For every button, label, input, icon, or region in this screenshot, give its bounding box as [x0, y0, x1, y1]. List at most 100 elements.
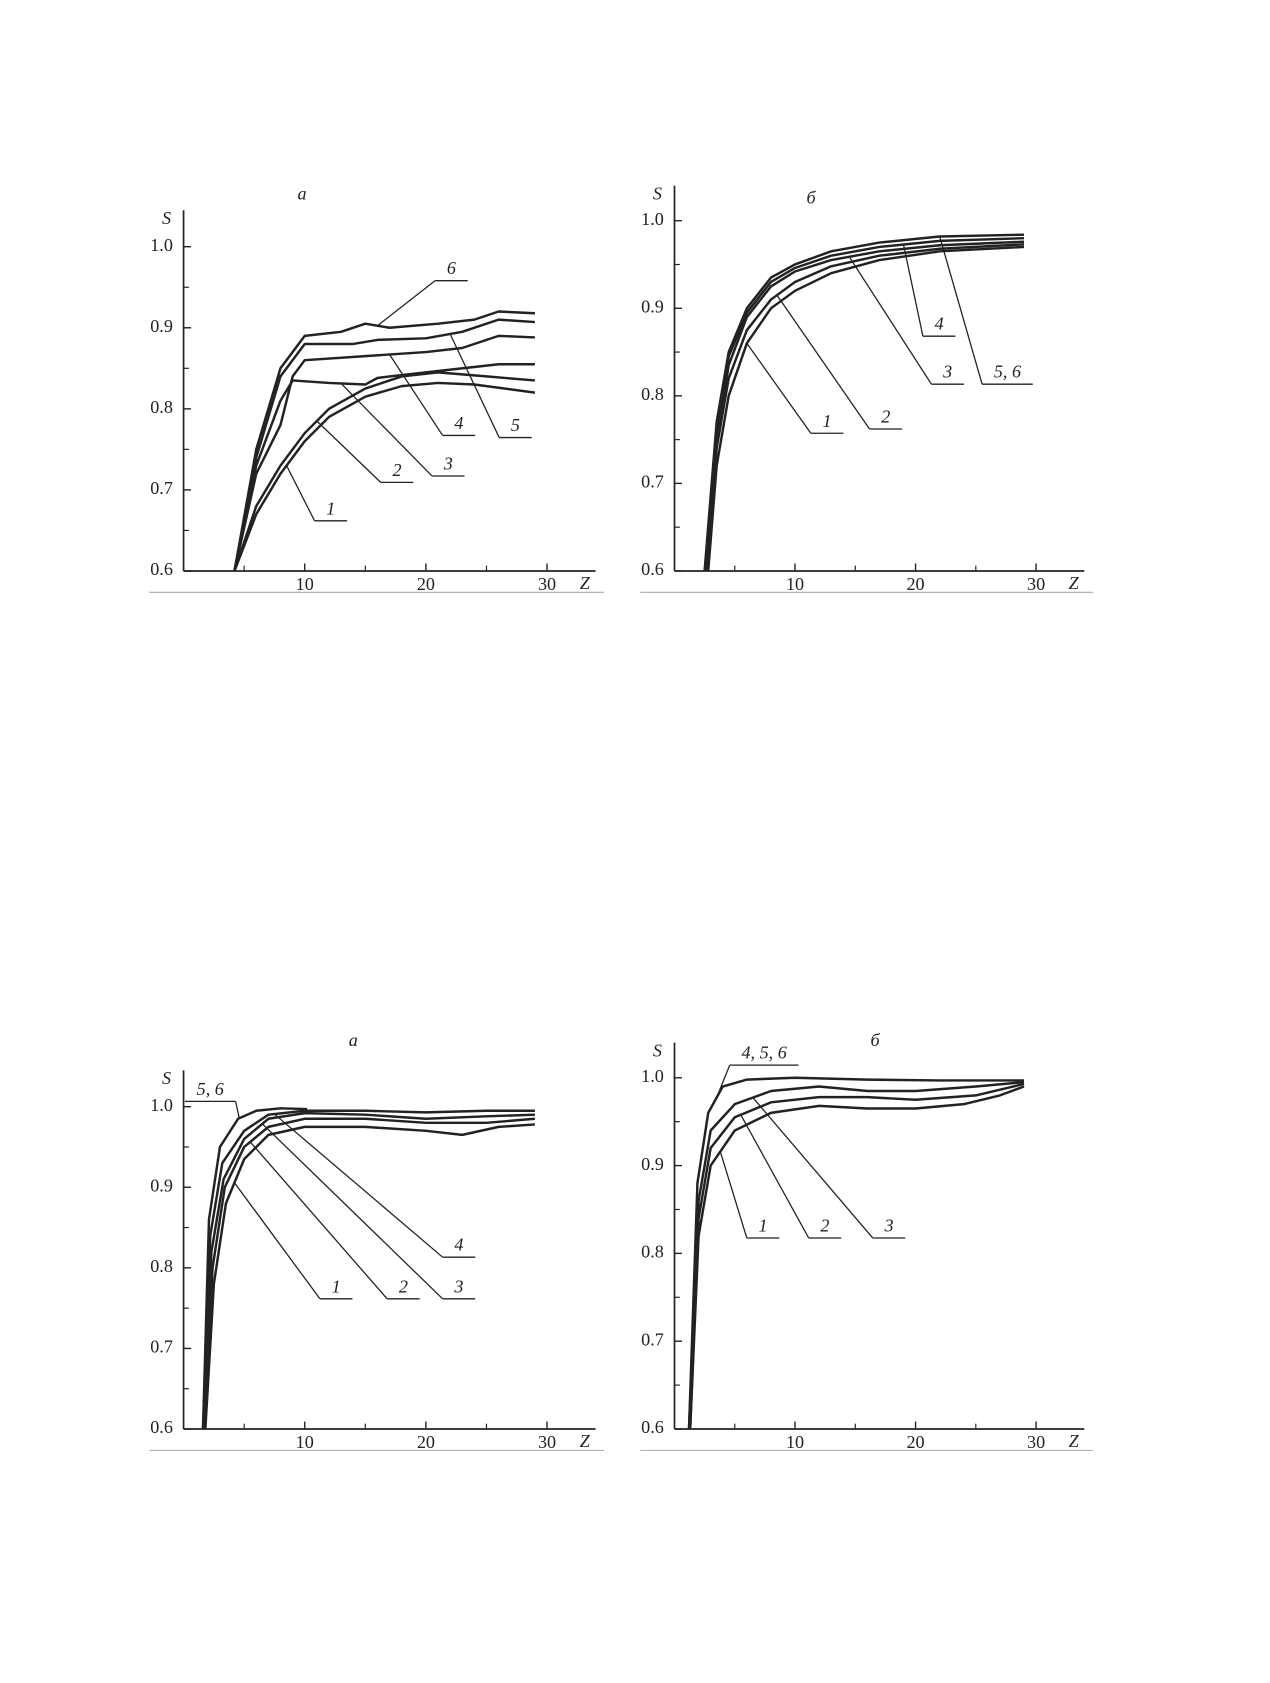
x-tick-label: 20 [417, 574, 435, 594]
y-tick-label: 0.7 [150, 1337, 173, 1357]
leader-line [740, 1114, 810, 1239]
chart-title: б [871, 1030, 881, 1050]
series-label: 4, 5, 6 [741, 1043, 786, 1063]
series-label: 1 [823, 411, 832, 431]
curve [233, 318, 535, 572]
x-tick-label: 10 [786, 1432, 804, 1452]
leader-line [719, 1151, 748, 1239]
leader-line [233, 1182, 321, 1300]
chart-title: а [349, 1030, 358, 1050]
leader-line [340, 382, 433, 477]
y-axis-label: S [162, 1068, 171, 1088]
curve [233, 334, 535, 572]
series-label: 2 [820, 1215, 829, 1235]
y-tick-label: 0.8 [641, 384, 664, 404]
y-tick-label: 1.0 [150, 1095, 173, 1115]
series-label: 4 [935, 314, 944, 334]
leader-line [274, 1113, 444, 1258]
y-tick-label: 0.8 [150, 1256, 173, 1276]
x-tick-label: 20 [906, 574, 924, 594]
curve [703, 233, 1025, 572]
x-tick-label: 30 [538, 1432, 556, 1452]
curve [687, 1076, 1025, 1430]
y-axis-label: S [653, 1040, 662, 1060]
curve [233, 363, 535, 572]
leader-line [902, 244, 924, 337]
curve [233, 381, 536, 572]
curve [704, 240, 1025, 572]
curve [204, 1123, 535, 1430]
leader-line [261, 1123, 444, 1300]
leader-line [848, 256, 932, 385]
leader-line [377, 280, 436, 327]
x-axis-label: Z [580, 573, 591, 593]
series-label: 1 [759, 1215, 768, 1235]
series-label: 3 [942, 362, 952, 382]
series-label: 5 [511, 415, 520, 435]
series-label: 2 [392, 460, 401, 480]
x-tick-label: 20 [906, 1432, 924, 1452]
leader-line [716, 1064, 731, 1098]
x-tick-label: 30 [1027, 574, 1045, 594]
leader-line [249, 1141, 388, 1300]
leader-line [234, 1101, 240, 1119]
leader-line [939, 236, 983, 385]
curve [687, 1080, 1025, 1430]
leader-line [316, 420, 382, 483]
y-tick-label: 1.0 [641, 209, 664, 229]
series-label: 4 [454, 1235, 463, 1255]
y-tick-label: 0.6 [150, 1417, 173, 1437]
leader-line [776, 294, 871, 430]
x-axis-label: Z [1069, 1431, 1080, 1451]
chart-title: б [807, 188, 817, 208]
curve [705, 243, 1025, 572]
y-tick-label: 0.6 [641, 1417, 664, 1437]
y-tick-label: 0.7 [150, 478, 173, 498]
series-label: 3 [883, 1215, 893, 1235]
curve [688, 1082, 1025, 1430]
y-tick-label: 0.9 [641, 296, 664, 316]
x-tick-label: 30 [538, 574, 556, 594]
x-axis-label: Z [580, 1431, 591, 1451]
curve [706, 245, 1025, 572]
x-tick-label: 10 [296, 574, 314, 594]
series-label: 3 [443, 453, 453, 473]
y-tick-label: 1.0 [641, 1066, 664, 1086]
leader-line [746, 342, 812, 434]
curve [688, 1085, 1025, 1430]
y-tick-label: 0.7 [641, 472, 664, 492]
series-label: 2 [881, 407, 890, 427]
y-tick-label: 1.0 [150, 235, 173, 255]
series-label: 6 [447, 258, 456, 278]
y-axis-label: S [162, 208, 171, 228]
series-label: 2 [399, 1276, 408, 1296]
x-tick-label: 30 [1027, 1432, 1045, 1452]
y-tick-label: 0.9 [150, 1175, 173, 1195]
curve [201, 1107, 308, 1430]
y-tick-label: 0.9 [150, 316, 173, 336]
x-axis-label: Z [1069, 573, 1080, 593]
curve [201, 1109, 535, 1430]
series-label: 5, 6 [197, 1079, 224, 1099]
series-label: 3 [453, 1276, 463, 1296]
y-axis-label: S [653, 183, 662, 203]
leader-line [449, 333, 500, 438]
curve [202, 1111, 535, 1430]
y-tick-label: 0.7 [641, 1329, 664, 1349]
series-label: 4 [454, 413, 463, 433]
series-label: 5, 6 [994, 362, 1021, 382]
curve [233, 371, 535, 572]
leader-line [389, 354, 444, 436]
curve [202, 1117, 535, 1430]
curve [233, 310, 535, 572]
chart-title: а [297, 183, 306, 203]
curve [704, 236, 1025, 572]
series-label: 1 [332, 1276, 341, 1296]
leader-line [752, 1097, 874, 1239]
x-tick-label: 10 [786, 574, 804, 594]
x-tick-label: 20 [417, 1432, 435, 1452]
y-tick-label: 0.6 [150, 559, 173, 579]
y-tick-label: 0.6 [641, 559, 664, 579]
